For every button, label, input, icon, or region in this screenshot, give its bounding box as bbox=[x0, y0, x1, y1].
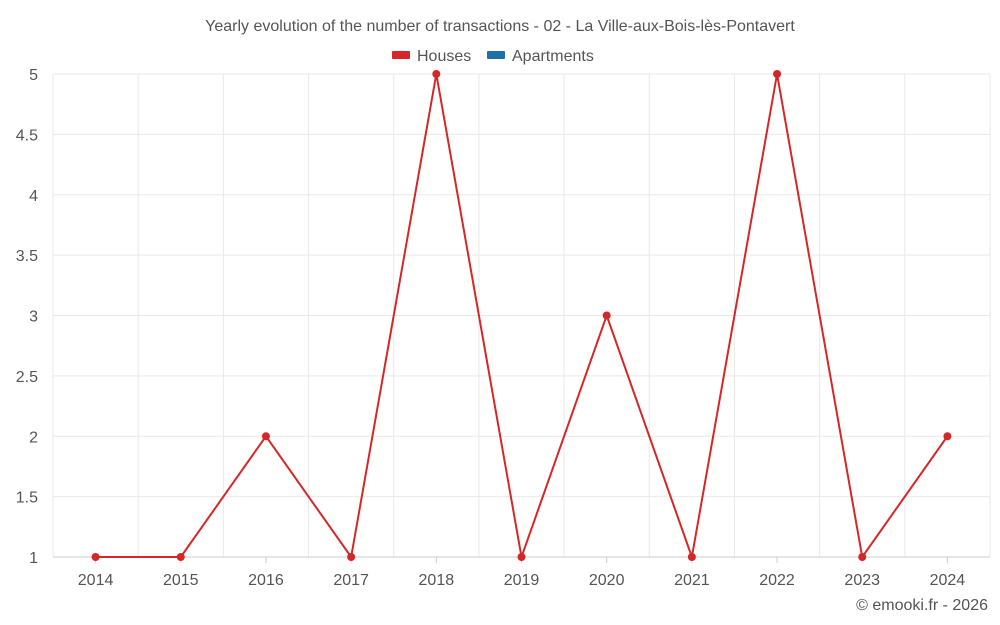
y-tick-label: 3.5 bbox=[16, 248, 38, 265]
legend-swatch-houses[interactable] bbox=[392, 51, 410, 59]
data-point-houses[interactable] bbox=[432, 70, 441, 78]
x-tick-label: 2023 bbox=[844, 572, 880, 589]
x-tick-label: 2016 bbox=[248, 572, 284, 589]
data-point-houses[interactable] bbox=[858, 553, 867, 561]
credit-text: © emooki.fr - 2026 bbox=[856, 597, 988, 614]
x-tick-label: 2015 bbox=[163, 572, 199, 589]
y-tick-label: 1 bbox=[29, 550, 38, 567]
x-tick-label: 2020 bbox=[589, 572, 625, 589]
legend: Houses Apartments bbox=[392, 48, 594, 65]
y-tick-label: 2 bbox=[29, 429, 38, 446]
series-houses bbox=[91, 70, 952, 561]
legend-swatch-apartments[interactable] bbox=[487, 51, 505, 59]
y-tick-label: 3 bbox=[29, 309, 38, 326]
x-tick-label: 2024 bbox=[930, 572, 966, 589]
data-point-houses[interactable] bbox=[602, 311, 611, 320]
legend-label-apartments[interactable]: Apartments bbox=[512, 48, 594, 65]
legend-label-houses[interactable]: Houses bbox=[417, 48, 471, 65]
x-tick-label: 2018 bbox=[419, 572, 455, 589]
x-tick-label: 2022 bbox=[759, 572, 795, 589]
x-tick-label: 2019 bbox=[504, 572, 540, 589]
x-tick-label: 2021 bbox=[674, 572, 710, 589]
y-tick-label: 4 bbox=[29, 188, 38, 205]
axes: 1 1.5 2 2.5 3 3.5 4 4.5 5 2014 2015 2016 2017 2018 201… bbox=[16, 67, 990, 589]
data-point-houses[interactable] bbox=[517, 553, 526, 561]
y-tick-label: 2.5 bbox=[16, 369, 38, 386]
x-tick-label: 2017 bbox=[333, 572, 369, 589]
data-point-houses[interactable] bbox=[773, 70, 782, 78]
y-tick-label: 5 bbox=[29, 67, 38, 84]
y-tick-label: 1.5 bbox=[16, 490, 38, 507]
data-point-houses[interactable] bbox=[943, 432, 952, 441]
x-tick-label: 2014 bbox=[78, 572, 114, 589]
data-point-houses[interactable] bbox=[261, 432, 270, 441]
data-point-houses[interactable] bbox=[687, 553, 696, 561]
data-point-houses[interactable] bbox=[176, 553, 185, 561]
chart-title: Yearly evolution of the number of transa… bbox=[205, 18, 795, 35]
data-point-houses[interactable] bbox=[347, 553, 356, 561]
data-point-houses[interactable] bbox=[91, 553, 100, 561]
y-tick-label: 4.5 bbox=[16, 127, 38, 144]
